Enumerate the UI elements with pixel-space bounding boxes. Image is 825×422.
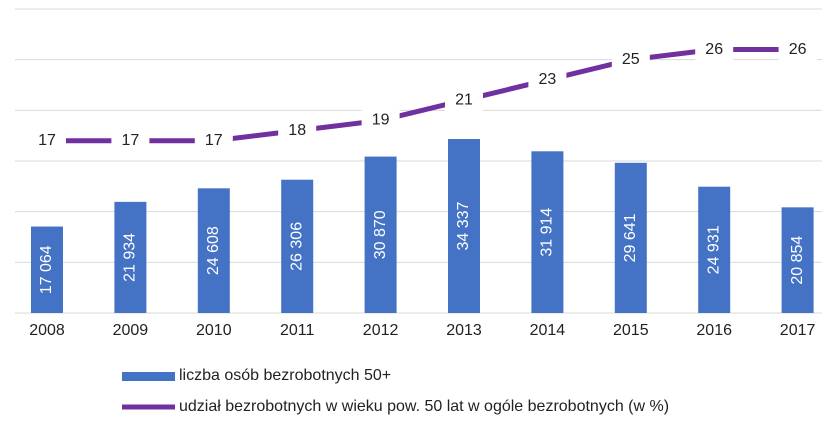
data-label: 34 337 (455, 201, 472, 250)
x-tick-label: 2013 (446, 322, 482, 339)
bar (364, 156, 397, 313)
x-tick-label: 2014 (530, 322, 566, 339)
data-label: 26 (789, 41, 807, 58)
label-bg (611, 47, 650, 72)
data-label: 17 (122, 132, 140, 149)
bar (31, 226, 63, 313)
label-bg (111, 128, 150, 153)
x-tick-label: 2011 (280, 322, 315, 339)
data-label: 17 (205, 132, 223, 149)
data-label: 29 641 (622, 213, 639, 262)
x-tick-label: 2008 (29, 322, 65, 339)
bar (281, 179, 314, 313)
data-label: 24 931 (705, 225, 722, 274)
x-tick-label: 2009 (113, 322, 149, 339)
data-label: 17 064 (38, 245, 55, 294)
bar (614, 162, 647, 313)
label-bg (528, 67, 567, 92)
legend-swatch (122, 372, 175, 381)
x-tick-label: 2016 (696, 322, 732, 339)
label-bg (278, 118, 317, 143)
bar (114, 201, 147, 313)
bar (781, 207, 814, 313)
label-bg (445, 88, 483, 113)
data-label: 24 608 (205, 226, 222, 275)
label-bg (778, 37, 817, 62)
legend-label: liczba osób bezrobotnych 50+ (179, 367, 391, 384)
x-tick-label: 2017 (780, 322, 816, 339)
label-bg (361, 108, 400, 133)
legend-label: udział bezrobotnych w wieku pow. 50 lat … (179, 398, 669, 415)
data-label: 26 (705, 41, 723, 58)
label-bg (194, 128, 233, 153)
x-tick-label: 2015 (613, 322, 649, 339)
bar (448, 139, 480, 313)
data-label: 18 (288, 122, 306, 139)
data-label: 31 914 (539, 208, 556, 257)
data-label: 30 870 (372, 210, 389, 259)
bar (531, 151, 564, 313)
data-label: 26 306 (288, 222, 305, 271)
data-label: 20 854 (789, 236, 806, 285)
data-label: 23 (539, 71, 557, 88)
bar (197, 188, 230, 313)
bar (698, 186, 731, 313)
line (47, 47, 798, 144)
data-label: 17 (38, 132, 56, 149)
data-label: 21 934 (122, 233, 139, 282)
label-bg (695, 37, 734, 62)
data-label: 19 (372, 112, 390, 129)
x-tick-label: 2012 (363, 322, 399, 339)
x-tick-label: 2010 (196, 322, 232, 339)
data-label: 21 (455, 91, 473, 108)
label-bg (28, 128, 66, 153)
data-label: 25 (622, 51, 640, 68)
